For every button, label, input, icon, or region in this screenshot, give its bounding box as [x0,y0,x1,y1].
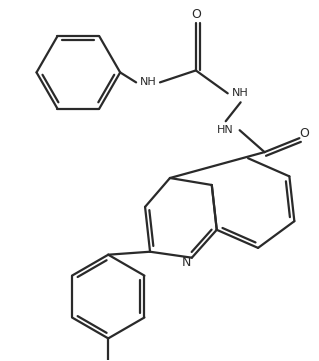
Text: NH: NH [140,77,156,87]
Text: O: O [300,127,309,140]
Text: HN: HN [217,125,234,135]
Text: NH: NH [232,88,249,98]
Text: O: O [191,8,201,21]
Text: N: N [182,256,192,269]
